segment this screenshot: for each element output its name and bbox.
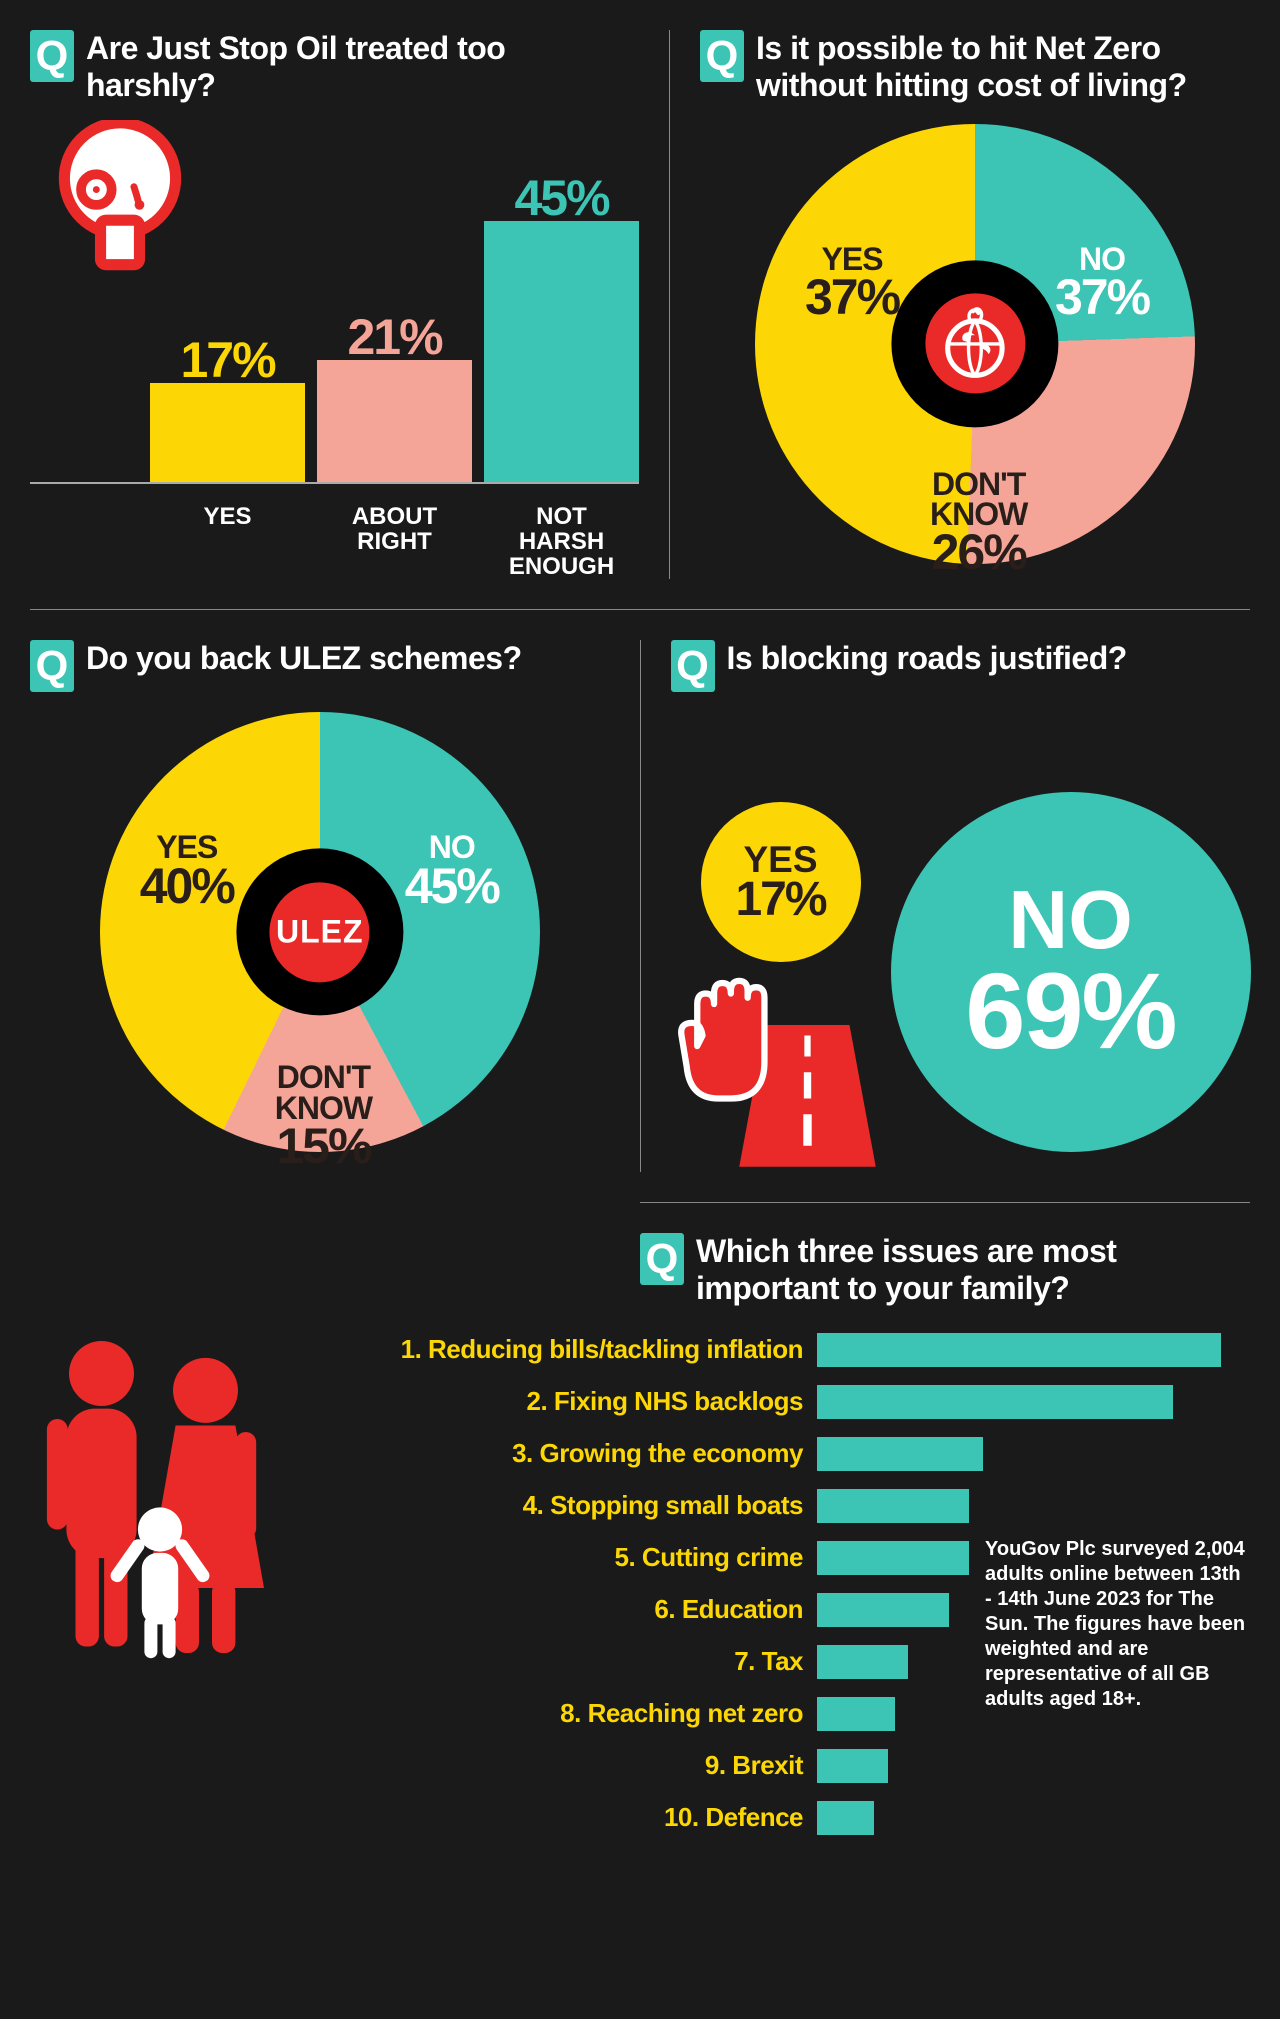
issue-pct: 60% (1163, 1334, 1250, 1366)
issue-row: 1. Reducing bills/tackling inflation 60% (350, 1327, 1250, 1373)
bar: 45% (484, 169, 639, 482)
q-badge: Q (30, 640, 74, 692)
survey-footnote: YouGov Plc surveyed 2,004 adults online … (985, 1537, 1250, 1712)
question-text: Which three issues are most important to… (696, 1233, 1250, 1307)
question-text: Are Just Stop Oil treated too harshly? (86, 30, 639, 104)
bar-rect (484, 221, 639, 482)
bar-label: YES (150, 504, 305, 580)
q-badge: Q (640, 1233, 684, 1285)
slice-label: DON'TKNOW15% (275, 1062, 372, 1170)
divider (669, 30, 670, 579)
question-text: Is blocking roads justified? (727, 640, 1127, 677)
question-header: Q Is it possible to hit Net Zero without… (700, 30, 1250, 104)
divider (30, 609, 1250, 610)
issue-row: 4. Stopping small boats 23% (350, 1483, 1250, 1529)
slice-label: DON'TKNOW26% (930, 469, 1027, 577)
bubble-chart: YES17%NO69% (671, 712, 1251, 1172)
row-2: Q Do you back ULEZ schemes? ULEZ NO45% DON… (30, 640, 1250, 1172)
panel-net-zero: Q Is it possible to hit Net Zero without… (700, 30, 1250, 579)
q-badge: Q (30, 30, 74, 82)
issue-label: 1. Reducing bills/tackling inflation (350, 1334, 815, 1365)
issue-pct: 25% (925, 1438, 1250, 1470)
bar-value: 21% (347, 308, 441, 366)
family-icon (30, 1327, 330, 1672)
bubble: YES17% (701, 802, 861, 962)
issue-pct: 53% (1115, 1386, 1250, 1418)
skull-icon (50, 120, 190, 280)
panel-issues: Q Which three issues are most important … (30, 1233, 1250, 1847)
issue-label: 9. Brexit (350, 1750, 815, 1781)
slice-label: NO37% (1055, 244, 1149, 322)
question-header: Q Are Just Stop Oil treated too harshly? (30, 30, 639, 104)
bar-rect (150, 383, 305, 482)
bar-label: NOTHARSHENOUGH (484, 504, 639, 580)
issue-label: 6. Education (350, 1594, 815, 1625)
panel-blocking-roads: Q Is blocking roads justified? YES17%NO6… (671, 640, 1251, 1172)
bar-rect (317, 360, 472, 482)
bar: 17% (150, 331, 305, 482)
question-header: Q Is blocking roads justified? (671, 640, 1251, 692)
panel-just-stop-oil: Q Are Just Stop Oil treated too harshly?… (30, 30, 639, 579)
issue-bar (815, 1331, 1223, 1369)
issue-label: 3. Growing the economy (350, 1438, 815, 1469)
issues-bars: 1. Reducing bills/tackling inflation 60% 2… (350, 1327, 1250, 1847)
bar-label: ABOUTRIGHT (317, 504, 472, 580)
divider (640, 1202, 1250, 1203)
question-header: Q Which three issues are most important … (640, 1233, 1250, 1307)
issue-row: 9. Brexit 11% (350, 1743, 1250, 1789)
panel-ulez: Q Do you back ULEZ schemes? ULEZ NO45% DON… (30, 640, 610, 1172)
donut-hole (891, 260, 1058, 427)
issue-pct: 23% (911, 1490, 1250, 1522)
issue-label: 7. Tax (350, 1646, 815, 1677)
q-badge: Q (671, 640, 715, 692)
row-1: Q Are Just Stop Oil treated too harshly?… (30, 30, 1250, 579)
issue-label: 4. Stopping small boats (350, 1490, 815, 1521)
question-text: Do you back ULEZ schemes? (86, 640, 522, 677)
donut-chart: NO37%DON'TKNOW26%YES37% (755, 124, 1195, 564)
question-header: Q Do you back ULEZ schemes? (30, 640, 610, 692)
q-badge: Q (700, 30, 744, 82)
issue-label: 2. Fixing NHS backlogs (350, 1386, 815, 1417)
donut-hole: ULEZ (236, 849, 403, 1016)
divider (640, 640, 641, 1172)
slice-label: YES40% (140, 832, 234, 910)
issues-content: 1. Reducing bills/tackling inflation 60% 2… (30, 1327, 1250, 1847)
infographic-canvas: Q Are Just Stop Oil treated too harshly?… (0, 0, 1280, 1877)
issue-pct: 11% (830, 1750, 882, 1782)
issue-row: 3. Growing the economy 25% (350, 1431, 1250, 1477)
slice-label: YES37% (805, 244, 899, 322)
slice-label: NO45% (405, 832, 499, 910)
issue-row: 2. Fixing NHS backlogs 53% (350, 1379, 1250, 1425)
bar-value: 45% (514, 169, 608, 227)
issue-label: 8. Reaching net zero (350, 1698, 815, 1729)
issue-pct: 12% (837, 1698, 890, 1730)
question-text: Is it possible to hit Net Zero without h… (756, 30, 1250, 104)
bar: 21% (317, 308, 472, 482)
issue-row: 10. Defence9% (350, 1795, 1250, 1841)
stop-hand-road-icon (671, 962, 881, 1172)
issue-label: 5. Cutting crime (350, 1542, 815, 1573)
issue-label: 10. Defence (350, 1802, 815, 1833)
issue-pct: 9% (819, 1802, 857, 1834)
ulez-badge: ULEZ (260, 872, 380, 992)
globe-icon (915, 284, 1035, 404)
bubble: NO69% (891, 792, 1251, 1152)
donut-chart: ULEZNO45%DON'TKNOW15%YES40% (100, 712, 540, 1152)
bar-value: 17% (180, 331, 274, 389)
